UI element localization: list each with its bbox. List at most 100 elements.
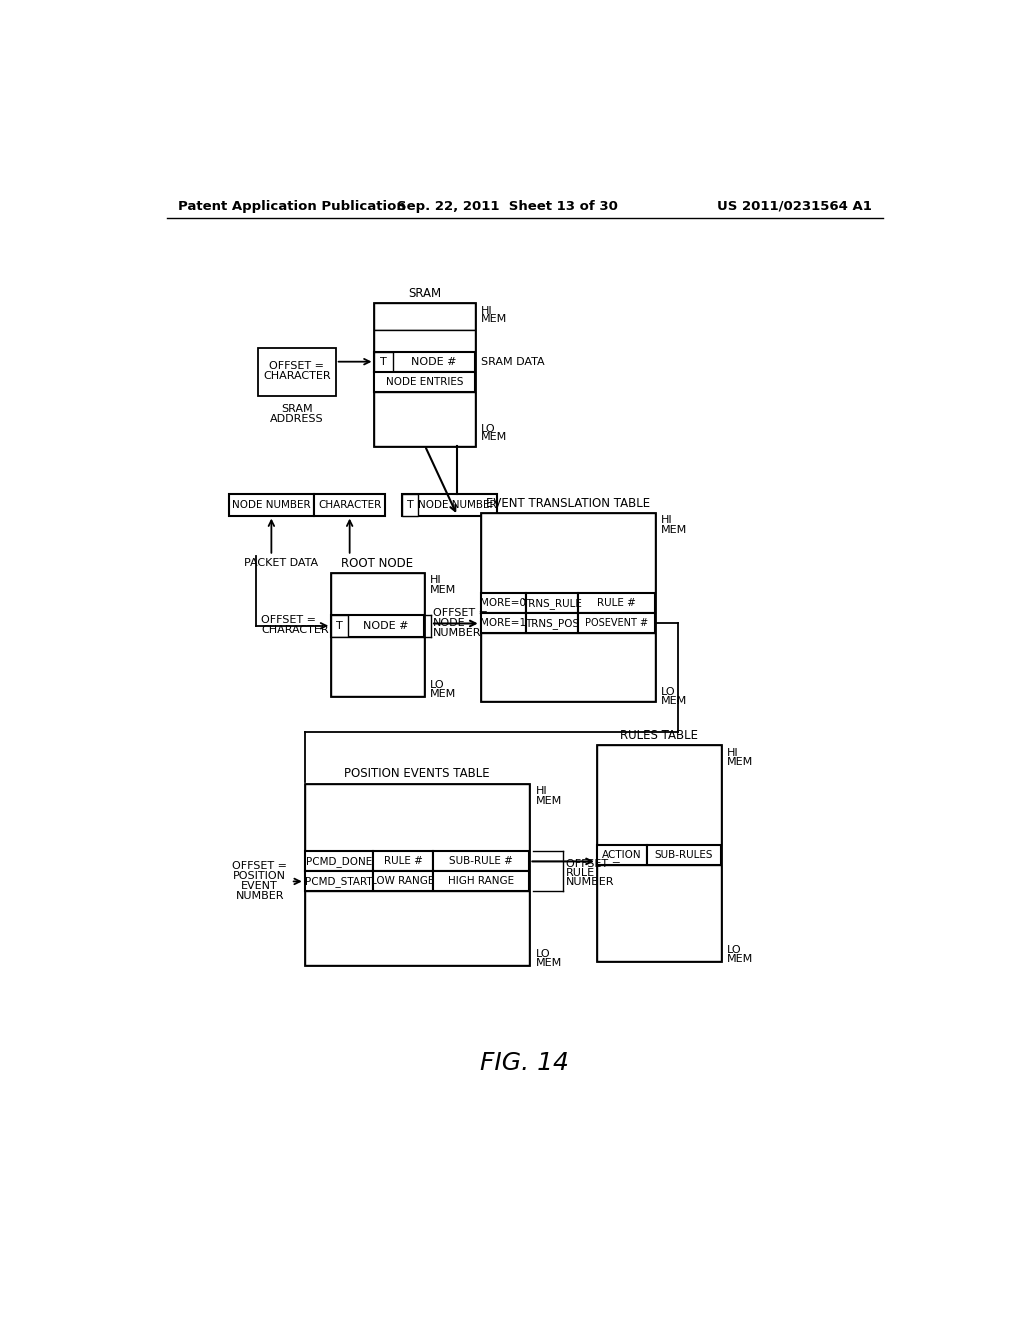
Text: ACTION: ACTION xyxy=(602,850,642,861)
Bar xyxy=(480,512,655,594)
Bar xyxy=(331,573,424,615)
Text: MEM: MEM xyxy=(662,696,687,706)
Bar xyxy=(375,304,475,446)
Text: PACKET DATA: PACKET DATA xyxy=(245,558,318,569)
Text: MEM: MEM xyxy=(430,689,457,700)
Text: CHARACTER: CHARACTER xyxy=(318,500,381,510)
Bar xyxy=(480,594,525,614)
Bar xyxy=(375,330,475,351)
Text: MEM: MEM xyxy=(662,524,687,535)
Text: TRNS_RULE: TRNS_RULE xyxy=(522,598,582,609)
Bar xyxy=(331,573,424,696)
Text: MEM: MEM xyxy=(536,958,562,968)
Text: MEM: MEM xyxy=(536,796,562,805)
Text: HI: HI xyxy=(480,306,493,315)
Bar xyxy=(305,871,373,891)
Bar xyxy=(314,494,385,516)
Text: LO: LO xyxy=(480,424,496,434)
Text: HI: HI xyxy=(662,515,673,525)
Bar xyxy=(373,851,433,871)
Text: RULES TABLE: RULES TABLE xyxy=(620,729,698,742)
Bar xyxy=(331,615,348,636)
Bar xyxy=(375,392,475,446)
Text: HI: HI xyxy=(727,748,738,758)
Text: Sep. 22, 2011  Sheet 13 of 30: Sep. 22, 2011 Sheet 13 of 30 xyxy=(397,199,618,213)
Text: MEM: MEM xyxy=(727,954,754,964)
Text: FIG. 14: FIG. 14 xyxy=(480,1051,569,1076)
Bar xyxy=(579,614,655,634)
Text: MORE=1: MORE=1 xyxy=(480,619,526,628)
Bar xyxy=(525,614,579,634)
Text: PCMD_DONE: PCMD_DONE xyxy=(306,855,372,867)
Text: NODE NUMBER: NODE NUMBER xyxy=(418,500,497,510)
Text: OFFSET =: OFFSET = xyxy=(269,360,325,371)
Text: ADDRESS: ADDRESS xyxy=(270,414,324,425)
Text: MEM: MEM xyxy=(480,314,507,325)
Bar xyxy=(305,851,373,871)
Text: HI: HI xyxy=(430,576,442,585)
Bar xyxy=(525,594,579,614)
Bar xyxy=(597,744,721,845)
Bar xyxy=(305,784,529,851)
Bar xyxy=(305,784,529,965)
Text: SUB-RULE #: SUB-RULE # xyxy=(450,857,513,866)
Bar xyxy=(647,845,721,866)
Bar xyxy=(228,494,314,516)
Bar xyxy=(597,866,721,961)
Bar xyxy=(258,348,336,396)
Text: RULE: RULE xyxy=(566,869,595,878)
Text: NUMBER: NUMBER xyxy=(566,878,614,887)
Bar xyxy=(375,351,475,372)
Bar xyxy=(480,512,655,701)
Text: TRNS_POS: TRNS_POS xyxy=(525,618,579,628)
Text: MEM: MEM xyxy=(480,432,507,442)
Text: T: T xyxy=(336,620,343,631)
Text: EVENT: EVENT xyxy=(242,880,279,891)
Text: Patent Application Publication: Patent Application Publication xyxy=(178,199,407,213)
Text: T: T xyxy=(407,500,414,510)
Bar xyxy=(373,871,433,891)
Text: MEM: MEM xyxy=(727,758,754,767)
Bar xyxy=(375,372,475,392)
Text: OFFSET =: OFFSET = xyxy=(566,859,621,869)
Text: NUMBER: NUMBER xyxy=(236,891,284,902)
Text: SRAM DATA: SRAM DATA xyxy=(480,356,544,367)
Text: SUB-RULES: SUB-RULES xyxy=(654,850,714,861)
Text: RULE #: RULE # xyxy=(384,857,423,866)
Bar xyxy=(480,634,655,701)
Text: NODE #: NODE # xyxy=(412,356,457,367)
Text: SRAM: SRAM xyxy=(282,404,312,414)
Bar xyxy=(331,636,424,696)
Text: MEM: MEM xyxy=(430,585,457,594)
Bar xyxy=(597,845,647,866)
Text: OFFSET =: OFFSET = xyxy=(232,861,288,871)
Bar xyxy=(433,871,529,891)
Text: RULE #: RULE # xyxy=(597,598,636,609)
Text: OFFSET =: OFFSET = xyxy=(261,615,316,624)
Bar xyxy=(402,494,418,516)
Text: OFFSET =: OFFSET = xyxy=(433,609,488,619)
Text: LO: LO xyxy=(430,680,444,690)
Text: POSITION: POSITION xyxy=(233,871,287,880)
Text: NUMBER: NUMBER xyxy=(433,628,482,639)
Text: NODE NUMBER: NODE NUMBER xyxy=(232,500,310,510)
Text: NODE #: NODE # xyxy=(364,620,409,631)
Bar xyxy=(480,614,525,634)
Text: PCMD_START: PCMD_START xyxy=(305,876,373,887)
Text: EVENT TRANSLATION TABLE: EVENT TRANSLATION TABLE xyxy=(485,496,650,510)
Bar xyxy=(375,351,393,372)
Bar xyxy=(305,891,529,965)
Text: MORE=0: MORE=0 xyxy=(480,598,526,609)
Text: HI: HI xyxy=(536,787,547,796)
Text: POSITION EVENTS TABLE: POSITION EVENTS TABLE xyxy=(344,767,489,780)
Text: LO: LO xyxy=(662,686,676,697)
Text: HIGH RANGE: HIGH RANGE xyxy=(449,876,514,887)
Text: LO: LO xyxy=(536,949,550,958)
Bar xyxy=(331,615,424,636)
Text: SRAM: SRAM xyxy=(409,288,441,301)
Bar xyxy=(597,744,721,961)
Text: T: T xyxy=(380,356,387,367)
Text: ROOT NODE: ROOT NODE xyxy=(341,557,414,570)
Text: NODE: NODE xyxy=(433,619,466,628)
Text: NODE ENTRIES: NODE ENTRIES xyxy=(386,376,464,387)
